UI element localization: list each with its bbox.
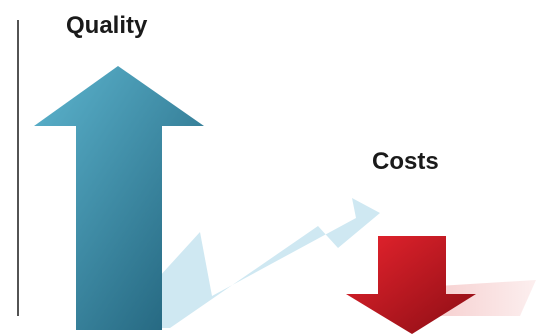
arrow-down-icon — [346, 236, 476, 334]
down-arrow-shadow — [430, 280, 536, 316]
trend-arrow-icon — [138, 198, 380, 328]
quality-label: Quality — [66, 12, 148, 39]
costs-label: Costs — [372, 148, 439, 175]
arrow-up-icon — [34, 66, 204, 330]
